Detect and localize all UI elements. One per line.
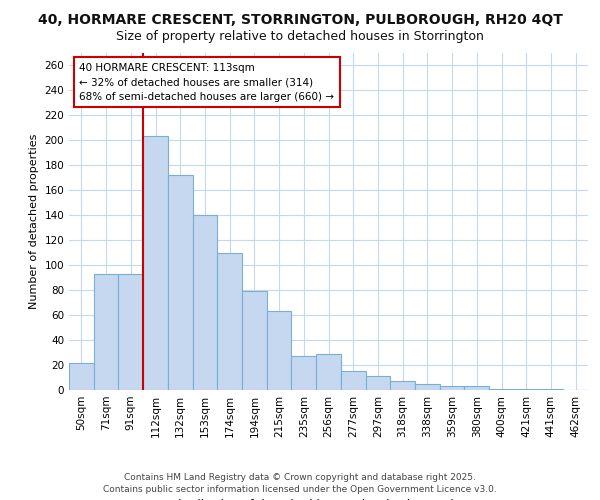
Text: Contains HM Land Registry data © Crown copyright and database right 2025.
Contai: Contains HM Land Registry data © Crown c…	[103, 472, 497, 494]
Bar	[365, 376, 390, 390]
Text: Size of property relative to detached houses in Storrington: Size of property relative to detached ho…	[116, 30, 484, 43]
Bar	[514, 389, 539, 390]
Text: 40 HORMARE CRESCENT: 113sqm
← 32% of detached houses are smaller (314)
68% of se: 40 HORMARE CRESCENT: 113sqm ← 32% of det…	[79, 62, 334, 102]
Bar	[539, 389, 563, 390]
Bar	[390, 381, 415, 390]
Bar	[143, 136, 168, 390]
Y-axis label: Number of detached properties: Number of detached properties	[29, 134, 39, 309]
Bar	[217, 252, 242, 390]
Bar	[94, 274, 118, 390]
Bar	[415, 384, 440, 390]
Bar	[489, 389, 514, 390]
Bar	[69, 362, 94, 390]
Bar	[168, 175, 193, 390]
Bar	[118, 274, 143, 390]
Bar	[292, 356, 316, 390]
Bar	[341, 371, 365, 390]
Bar	[242, 291, 267, 390]
Bar	[440, 386, 464, 390]
Bar	[316, 354, 341, 390]
Bar	[464, 386, 489, 390]
Text: 40, HORMARE CRESCENT, STORRINGTON, PULBOROUGH, RH20 4QT: 40, HORMARE CRESCENT, STORRINGTON, PULBO…	[38, 12, 562, 26]
Bar	[267, 311, 292, 390]
Bar	[193, 215, 217, 390]
